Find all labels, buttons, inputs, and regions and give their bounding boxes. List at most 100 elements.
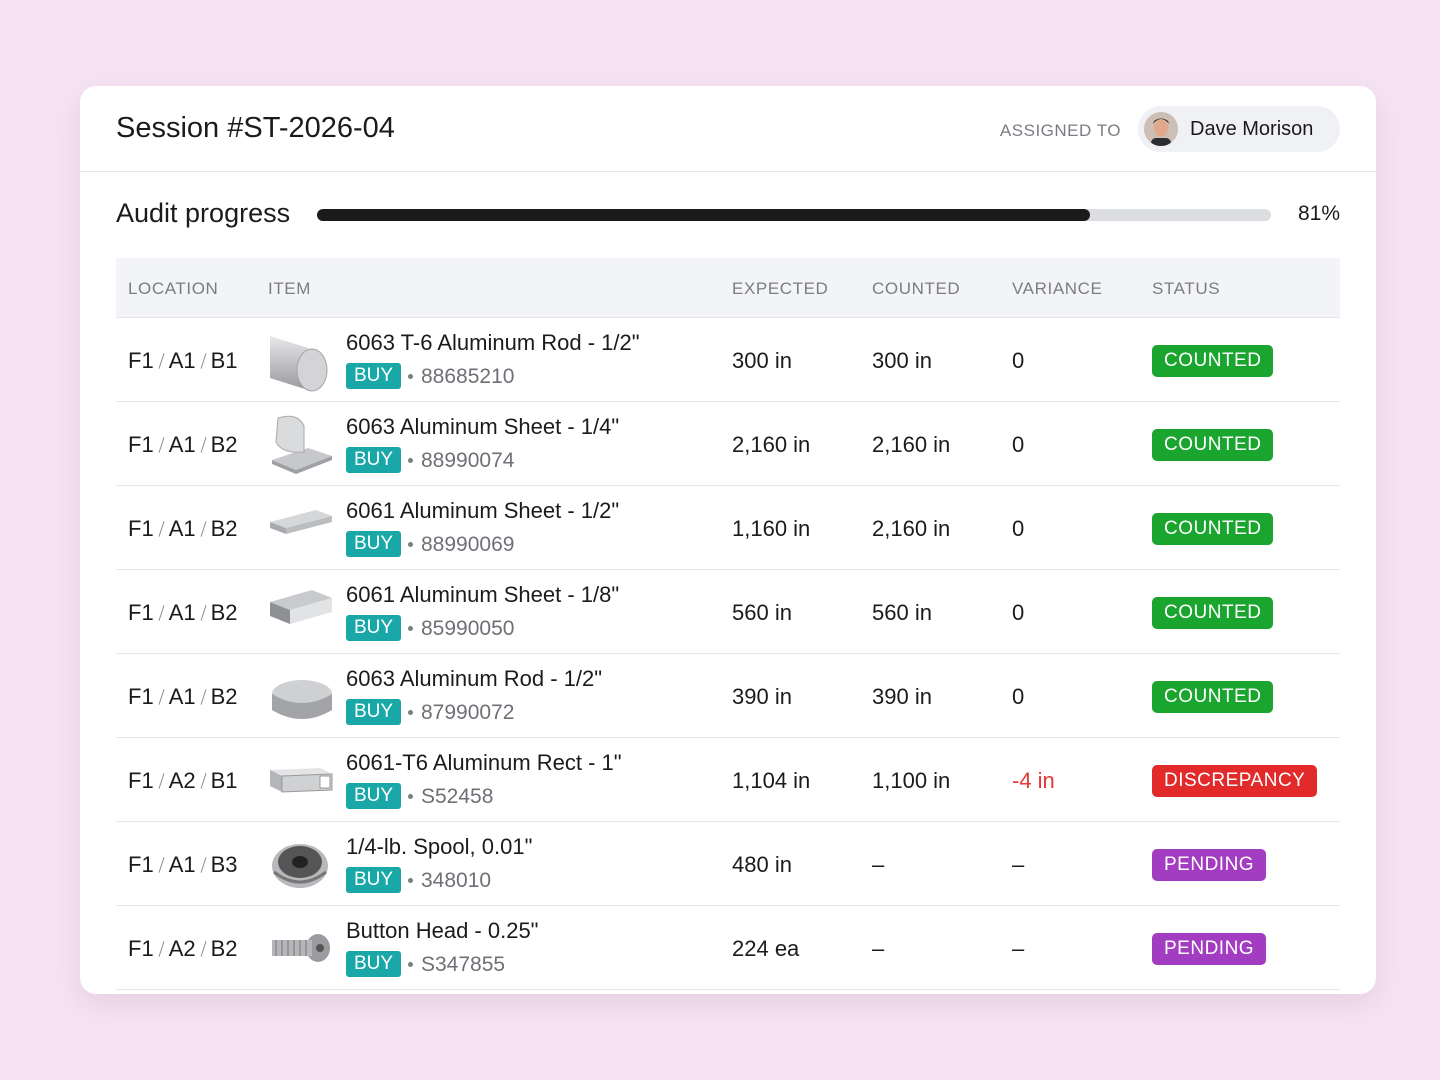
- location: F1 A2 B1: [128, 768, 238, 794]
- separator-dot: [408, 710, 413, 715]
- status-badge: DISCREPANCY: [1152, 765, 1318, 797]
- expected: 1,160 in: [732, 516, 811, 541]
- location: F1 A1 B2: [128, 516, 238, 542]
- column-header: VARIANCE: [1012, 279, 1103, 298]
- item-name: 6063 Aluminum Rod - 1/2": [346, 666, 603, 691]
- progress-label: Audit progress: [116, 198, 291, 228]
- item-thumbnail: [270, 336, 328, 392]
- location-separator: [200, 353, 207, 369]
- expected: 1,104 in: [732, 768, 811, 793]
- location-separator: [158, 773, 165, 789]
- item-image: [268, 412, 334, 476]
- location-part: B3: [210, 852, 238, 877]
- location-separator: [158, 941, 165, 957]
- location-separator: [158, 437, 165, 453]
- session-title: Session #ST-2026-04: [116, 112, 395, 144]
- counted: –: [872, 936, 885, 961]
- location-separator: [158, 521, 165, 537]
- location-part: B2: [210, 432, 238, 457]
- separator-dot: [408, 794, 413, 799]
- table-row[interactable]: F1 A1 B2 6061 Aluminum Sheet - 1/2" BUY 88990…: [116, 486, 1340, 570]
- table-row[interactable]: F1 A1 B3 1/4-lb. Spool, 0.01" BUY 348010 480 i…: [116, 822, 1340, 906]
- location-part: F1: [128, 684, 154, 709]
- item-thumbnail: [272, 844, 328, 888]
- session-card: Session #ST-2026-04 ASSIGNED TO Dave Mor…: [80, 86, 1376, 994]
- location-part: F1: [128, 600, 154, 625]
- item-image: [268, 580, 334, 644]
- location-part: F1: [128, 432, 154, 457]
- table-row[interactable]: F1 A1 B2 6063 Aluminum Rod - 1/2" BUY 8799007…: [116, 654, 1340, 738]
- variance: –: [1012, 852, 1025, 877]
- item-code: S52458: [421, 785, 494, 808]
- location-separator: [200, 941, 207, 957]
- location: F1 A2 B2: [128, 936, 238, 962]
- status-badge: PENDING: [1152, 933, 1267, 965]
- location-separator: [200, 437, 207, 453]
- location-part: A2: [168, 936, 196, 961]
- location: F1 A1 B2: [128, 600, 238, 626]
- item-tag: BUY: [346, 867, 402, 893]
- location-part: A1: [168, 432, 196, 457]
- status-badge: COUNTED: [1152, 429, 1274, 461]
- expected: 224 ea: [732, 936, 800, 961]
- variance: 0: [1012, 516, 1025, 541]
- item-thumbnail: [270, 590, 332, 624]
- expected: 2,160 in: [732, 432, 811, 457]
- assignee-pill[interactable]: Dave Morison: [1138, 106, 1340, 152]
- status-badge: COUNTED: [1152, 597, 1274, 629]
- column-header: COUNTED: [872, 279, 961, 298]
- item-code: 88990069: [421, 533, 515, 556]
- item-name: 1/4-lb. Spool, 0.01": [346, 834, 533, 859]
- location-part: F1: [128, 348, 154, 373]
- item-image: [268, 832, 334, 896]
- item-code: 85990050: [421, 617, 515, 640]
- status-badge: COUNTED: [1152, 681, 1274, 713]
- item-tag: BUY: [346, 447, 402, 473]
- table-row[interactable]: F1 A1 B2 6061 Aluminum Sheet - 1/8" BUY 85990…: [116, 570, 1340, 654]
- progress-fill: [317, 209, 1090, 221]
- separator-dot: [408, 542, 413, 547]
- location-separator: [158, 353, 165, 369]
- counted: 560 in: [872, 600, 932, 625]
- counted: 390 in: [872, 684, 932, 709]
- table-row[interactable]: F1 A1 B1 6063 T-6 Aluminum Rod - 1/2" BUY 886…: [116, 318, 1340, 402]
- separator-dot: [408, 374, 413, 379]
- location-part: A1: [168, 348, 196, 373]
- item-image: [268, 328, 334, 392]
- item-image: [268, 748, 334, 812]
- item-thumbnail: [272, 415, 332, 474]
- item-name: 6061-T6 Aluminum Rect - 1": [346, 750, 622, 775]
- expected: 480 in: [732, 852, 792, 877]
- item-tag: BUY: [346, 615, 402, 641]
- table-row[interactable]: F1 A2 B2 Button Head - 0.25" BUY S347855 224 e…: [116, 906, 1340, 990]
- table-row[interactable]: F1 A2 B1 6061-T6 Aluminum Rect - 1" BUY S5245…: [116, 738, 1340, 822]
- location-part: B1: [210, 768, 238, 793]
- location-part: A1: [168, 600, 196, 625]
- item-thumbnail: [270, 768, 333, 793]
- variance: 0: [1012, 432, 1025, 457]
- location-part: F1: [128, 852, 154, 877]
- column-header: LOCATION: [128, 279, 219, 298]
- location-part: F1: [128, 516, 154, 541]
- location-part: A1: [168, 684, 196, 709]
- variance: 0: [1012, 684, 1025, 709]
- counted: 1,100 in: [872, 768, 951, 793]
- separator-dot: [408, 458, 413, 463]
- item-tag: BUY: [346, 783, 402, 809]
- table-row[interactable]: F1 A1 B2 6063 Aluminum Sheet - 1/4" BUY 88990…: [116, 402, 1340, 486]
- avatar-face: [1144, 112, 1178, 146]
- location-separator: [200, 857, 207, 873]
- expected: 300 in: [732, 348, 792, 373]
- counted: 300 in: [872, 348, 932, 373]
- column-header: EXPECTED: [732, 279, 829, 298]
- location: F1 A1 B2: [128, 432, 238, 458]
- item-name: 6063 Aluminum Sheet - 1/4": [346, 414, 620, 439]
- table-header: LOCATION ITEM EXPECTED COUNTED VARIANCE STATU…: [116, 258, 1340, 318]
- expected: 390 in: [732, 684, 792, 709]
- status-badge: COUNTED: [1152, 345, 1274, 377]
- counted: –: [872, 852, 885, 877]
- item-image: [268, 664, 334, 728]
- location-separator: [200, 521, 207, 537]
- item-tag: BUY: [346, 531, 402, 557]
- item-thumbnail: [270, 510, 332, 534]
